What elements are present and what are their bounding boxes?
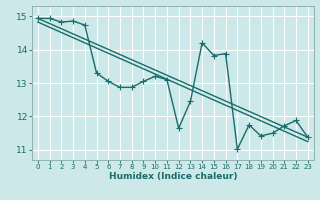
X-axis label: Humidex (Indice chaleur): Humidex (Indice chaleur) [108, 172, 237, 181]
